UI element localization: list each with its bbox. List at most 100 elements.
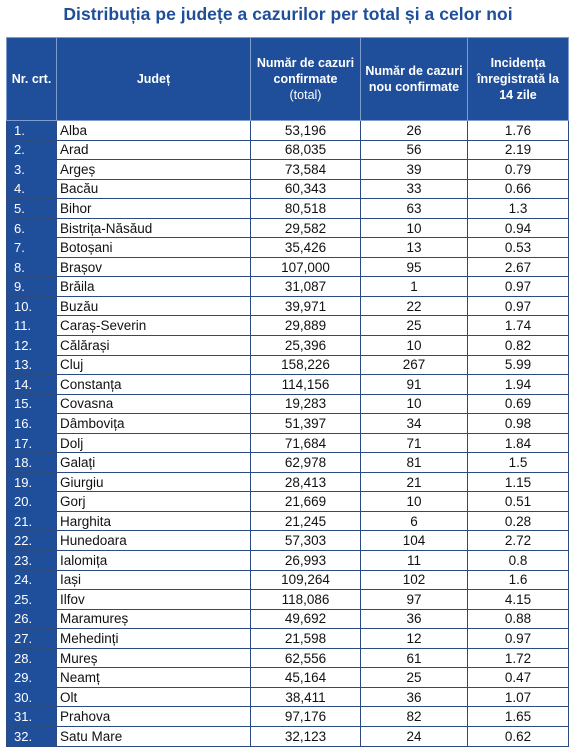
table-row: 3. Argeș 73,584 39 0.79 xyxy=(6,159,569,180)
incidence-14-days: 0.53 xyxy=(467,237,569,258)
total-cases: 49,692 xyxy=(250,608,361,630)
header-total-sub: (total) xyxy=(289,88,322,102)
new-cases: 22 xyxy=(360,295,468,317)
row-number: 32. xyxy=(6,725,57,747)
incidence-14-days: 0.94 xyxy=(467,217,569,239)
table-row: 15. Covasna 19,283 10 0.69 xyxy=(6,393,569,415)
row-number: 29. xyxy=(6,667,57,688)
row-number: 16. xyxy=(6,413,57,434)
table-row: 27. Mehedinți 21,598 12 0.97 xyxy=(6,628,569,649)
incidence-14-days: 0.97 xyxy=(467,628,569,649)
new-cases: 36 xyxy=(360,608,468,630)
total-cases: 80,518 xyxy=(250,198,361,219)
row-number: 10. xyxy=(6,295,57,317)
total-cases: 21,245 xyxy=(250,510,361,532)
row-number: 23. xyxy=(6,550,57,571)
total-cases: 68,035 xyxy=(250,139,361,161)
incidence-14-days: 1.3 xyxy=(467,198,569,219)
new-cases: 91 xyxy=(360,374,468,395)
new-cases: 21 xyxy=(360,471,468,493)
incidence-14-days: 0.88 xyxy=(467,608,569,630)
row-number: 13. xyxy=(6,354,57,376)
incidence-14-days: 0.97 xyxy=(467,276,569,297)
incidence-14-days: 1.07 xyxy=(467,686,569,708)
county-name: Cluj xyxy=(56,354,251,376)
county-name: Mureș xyxy=(56,647,251,669)
row-number: 6. xyxy=(6,217,57,239)
row-number: 22. xyxy=(6,530,57,552)
new-cases: 104 xyxy=(360,530,468,552)
incidence-14-days: 0.69 xyxy=(467,393,569,415)
row-number: 21. xyxy=(6,510,57,532)
incidence-14-days: 5.99 xyxy=(467,354,569,376)
row-number: 9. xyxy=(6,276,57,297)
row-number: 17. xyxy=(6,432,57,454)
header-total-label: Număr de cazuri confirmate xyxy=(256,56,355,86)
county-name: Brașov xyxy=(56,256,251,278)
row-number: 31. xyxy=(6,706,57,727)
incidence-14-days: 2.67 xyxy=(467,256,569,278)
incidence-14-days: 1.72 xyxy=(467,647,569,669)
county-name: Galați xyxy=(56,452,251,473)
table-row: 16. Dâmbovița 51,397 34 0.98 xyxy=(6,413,569,434)
row-number: 25. xyxy=(6,589,57,610)
total-cases: 26,993 xyxy=(250,550,361,571)
table-row: 11. Caraș-Severin 29,889 25 1.74 xyxy=(6,315,569,337)
table-row: 17. Dolj 71,684 71 1.84 xyxy=(6,432,569,454)
new-cases: 1 xyxy=(360,276,468,297)
incidence-14-days: 0.82 xyxy=(467,335,569,356)
incidence-14-days: 0.98 xyxy=(467,413,569,434)
county-name: Bihor xyxy=(56,198,251,219)
table-row: 26. Maramureș 49,692 36 0.88 xyxy=(6,608,569,630)
incidence-14-days: 0.8 xyxy=(467,550,569,571)
incidence-14-days: 1.5 xyxy=(467,452,569,473)
new-cases: 10 xyxy=(360,491,468,512)
new-cases: 10 xyxy=(360,393,468,415)
table-row: 6. Bistrița-Năsăud 29,582 10 0.94 xyxy=(6,217,569,239)
table-row: 8. Brașov 107,000 95 2.67 xyxy=(6,256,569,278)
row-number: 18. xyxy=(6,452,57,473)
county-name: Argeș xyxy=(56,159,251,180)
table-row: 12. Călărași 25,396 10 0.82 xyxy=(6,335,569,356)
new-cases: 13 xyxy=(360,237,468,258)
table-row: 28. Mureș 62,556 61 1.72 xyxy=(6,647,569,669)
new-cases: 6 xyxy=(360,510,468,532)
row-number: 26. xyxy=(6,608,57,630)
incidence-14-days: 1.74 xyxy=(467,315,569,337)
incidence-14-days: 0.28 xyxy=(467,510,569,532)
county-name: Dolj xyxy=(56,432,251,454)
county-name: Botoșani xyxy=(56,237,251,258)
county-name: Neamț xyxy=(56,667,251,688)
cases-table: Nr. crt. Județ Număr de cazuri confirmat… xyxy=(6,37,569,747)
table-row: 20. Gorj 21,669 10 0.51 xyxy=(6,491,569,512)
incidence-14-days: 0.47 xyxy=(467,667,569,688)
county-name: Harghita xyxy=(56,510,251,532)
total-cases: 73,584 xyxy=(250,159,361,180)
total-cases: 35,426 xyxy=(250,237,361,258)
row-number: 24. xyxy=(6,569,57,591)
new-cases: 95 xyxy=(360,256,468,278)
total-cases: 19,283 xyxy=(250,393,361,415)
total-cases: 32,123 xyxy=(250,725,361,747)
county-name: Bacău xyxy=(56,178,251,200)
county-name: Bistrița-Năsăud xyxy=(56,217,251,239)
table-row: 10. Buzău 39,971 22 0.97 xyxy=(6,295,569,317)
row-number: 3. xyxy=(6,159,57,180)
total-cases: 57,303 xyxy=(250,530,361,552)
county-name: Mehedinți xyxy=(56,628,251,649)
total-cases: 21,598 xyxy=(250,628,361,649)
row-number: 30. xyxy=(6,686,57,708)
table-header: Nr. crt. Județ Număr de cazuri confirmat… xyxy=(6,37,569,121)
new-cases: 25 xyxy=(360,667,468,688)
table-row: 4. Bacău 60,343 33 0.66 xyxy=(6,178,569,200)
table-row: 25. Ilfov 118,086 97 4.15 xyxy=(6,589,569,610)
table-row: 18. Galați 62,978 81 1.5 xyxy=(6,452,569,473)
county-name: Iași xyxy=(56,569,251,591)
total-cases: 53,196 xyxy=(250,120,361,141)
row-number: 7. xyxy=(6,237,57,258)
table-row: 14. Constanța 114,156 91 1.94 xyxy=(6,374,569,395)
new-cases: 102 xyxy=(360,569,468,591)
county-name: Satu Mare xyxy=(56,725,251,747)
new-cases: 33 xyxy=(360,178,468,200)
incidence-14-days: 0.66 xyxy=(467,178,569,200)
